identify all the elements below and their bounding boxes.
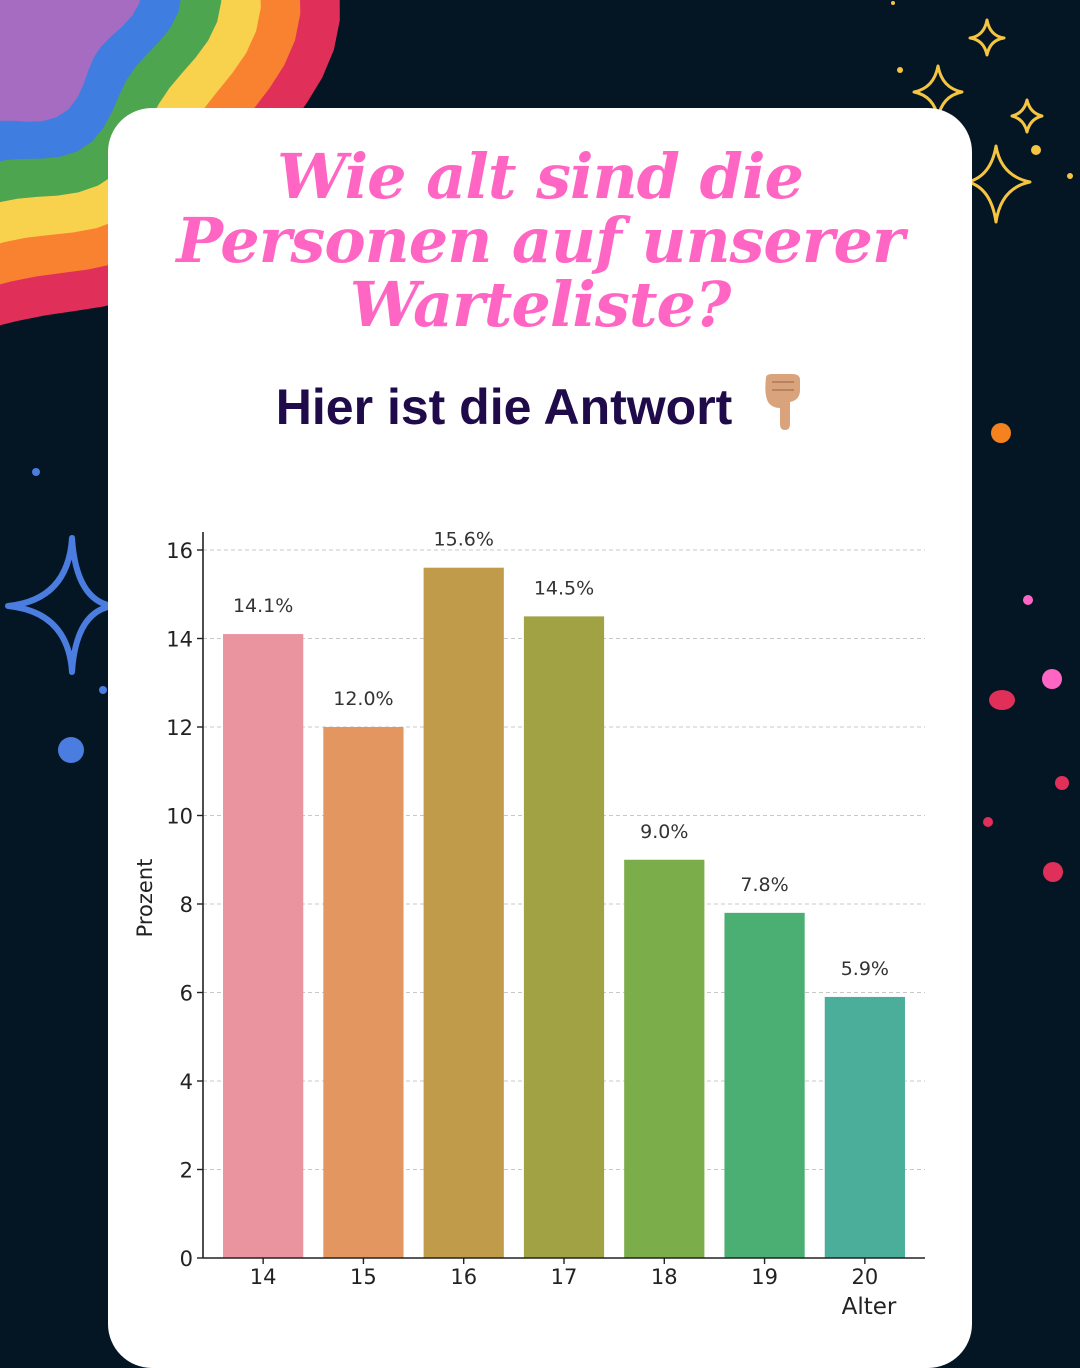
- x-tick-label: 20: [851, 1265, 878, 1289]
- y-tick-label: 10: [166, 805, 193, 829]
- blue-star-decoration: [5, 468, 115, 763]
- x-tick-label: 16: [450, 1265, 477, 1289]
- bar-17: [523, 616, 605, 1258]
- value-label: 9.0%: [640, 821, 688, 843]
- x-tick-label: 15: [350, 1265, 377, 1289]
- bar-14: [223, 634, 304, 1258]
- bar-18: [624, 859, 705, 1258]
- y-tick-label: 12: [166, 716, 193, 740]
- x-tick-label: 14: [250, 1265, 277, 1289]
- subtitle: Hier ist die Antwort: [275, 379, 733, 435]
- y-tick-label: 14: [166, 628, 193, 652]
- y-tick-label: 0: [180, 1247, 193, 1271]
- value-label: 12.0%: [333, 688, 393, 710]
- rainbow-band: [0, 0, 141, 122]
- title-line-2: Personen auf unserer: [176, 204, 904, 277]
- star-icon: [5, 535, 115, 675]
- y-tick-label: 4: [180, 1070, 193, 1094]
- value-label: 7.8%: [740, 874, 788, 896]
- bars: [223, 567, 905, 1258]
- star-icon: [966, 144, 1032, 224]
- star-icon: [1010, 98, 1044, 134]
- sparkle-stars-decoration: [891, 1, 1073, 224]
- subtitle-row: Hier ist die Antwort: [0, 372, 1080, 436]
- x-tick-label: 17: [551, 1265, 578, 1289]
- pointing-down-hand-icon: [765, 374, 801, 430]
- x-tick-label: 18: [651, 1265, 678, 1289]
- value-labels: 14.1% 12.0% 15.6% 14.5% 9.0% 7.8% 5.9%: [233, 529, 889, 980]
- x-tick-label: 19: [751, 1265, 778, 1289]
- bar-19: [724, 912, 805, 1258]
- y-ticks: 0 2 4 6 8 10 12 14 16: [166, 539, 203, 1271]
- y-axis-label: Prozent: [133, 859, 157, 938]
- x-axis-label: Alter: [842, 1294, 897, 1320]
- value-label: 15.6%: [434, 529, 494, 551]
- bar-20: [824, 996, 905, 1258]
- value-label: 14.5%: [534, 577, 594, 599]
- x-ticks: 14 15 16 17 18 19 20: [250, 1258, 878, 1289]
- y-tick-label: 2: [180, 1159, 193, 1183]
- value-label: 5.9%: [841, 958, 889, 980]
- value-label: 14.1%: [233, 595, 293, 617]
- bar-15: [323, 727, 404, 1258]
- y-tick-label: 6: [180, 982, 193, 1006]
- y-tick-label: 8: [180, 893, 193, 917]
- rainbow-wave-decoration: [0, 0, 340, 326]
- bar-16: [423, 567, 504, 1258]
- y-tick-label: 16: [166, 539, 193, 563]
- confetti-dots-decoration: [983, 423, 1069, 882]
- title-line-1: Wie alt sind die: [277, 140, 804, 213]
- star-icon: [968, 18, 1006, 57]
- title-line-3: Warteliste?: [349, 268, 732, 341]
